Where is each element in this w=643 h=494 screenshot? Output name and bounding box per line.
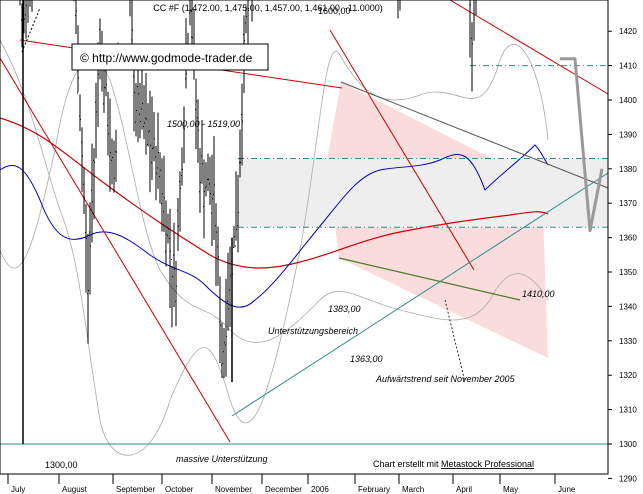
- y-tick-label: 1360: [619, 234, 637, 243]
- label-1410: 1410,00: [522, 289, 555, 299]
- y-tick-label: 1350: [619, 268, 637, 277]
- lower-channel-line: [338, 257, 521, 301]
- x-tick-label: December: [265, 485, 302, 494]
- x-tick-label: 2006: [311, 485, 329, 494]
- label-peak: 1600,00: [318, 6, 351, 16]
- y-tick-label: 1400: [619, 96, 637, 105]
- x-tick-label: July: [11, 485, 25, 494]
- credit-link: Metastock Professional: [441, 459, 534, 469]
- label-massive-support: massive Unterstützung: [176, 454, 268, 464]
- x-tick-label: November: [215, 485, 252, 494]
- x-tick-label: October: [165, 485, 194, 494]
- label-1300: 1300,00: [45, 460, 78, 470]
- chart-header: CC #F (1,472.00, 1,475.00, 1,457.00, 1,4…: [153, 3, 383, 13]
- y-tick-label: 1300: [619, 440, 637, 449]
- plot-frame: [0, 0, 609, 475]
- x-tick-label: August: [62, 485, 88, 494]
- chart-fills: [238, 82, 608, 358]
- watermark-box: [71, 43, 269, 71]
- x-tick-label: February: [358, 485, 390, 494]
- downtrend-line-2005: [0, 57, 231, 443]
- y-tick-label: 1430: [619, 0, 637, 2]
- x-tick-label: March: [402, 485, 424, 494]
- x-tick-label: September: [116, 485, 155, 494]
- y-tick-label: 1410: [619, 62, 637, 71]
- ma-blue: [0, 144, 549, 308]
- upper-channel-line: [340, 81, 609, 189]
- y-tick-label: 1320: [619, 371, 637, 380]
- credit: Chart erstellt mit Metastock Professiona…: [373, 459, 534, 469]
- label-1383: 1383,00: [328, 304, 361, 314]
- label-support-zone: Unterstützungsbereich: [268, 326, 358, 336]
- label-uptrend: Aufwärtstrend seit November 2005: [375, 374, 516, 384]
- credit-prefix: Chart erstellt mit: [373, 459, 441, 469]
- label-resistance-zone: 1500,00 - 1519,00: [167, 119, 240, 129]
- chart-overlay-lines: [0, 0, 609, 456]
- label-1363: 1363,00: [350, 354, 383, 364]
- scenario-arrows: [560, 57, 604, 233]
- x-axis: July August September October November Decemb…: [7, 474, 576, 494]
- x-tick-label: June: [558, 485, 576, 494]
- lower-band: [0, 60, 549, 343]
- y-tick-label: 1340: [619, 302, 637, 311]
- top-resistance-line: [449, 0, 609, 95]
- uptrend-line: [231, 172, 609, 417]
- y-tick-label: 1290: [619, 474, 637, 483]
- y-tick-label: 1310: [619, 406, 637, 415]
- upper-band: [0, 39, 549, 456]
- y-tick-label: 1380: [619, 165, 637, 174]
- y-tick-label: 1390: [619, 130, 637, 139]
- support-zone-fill: [238, 158, 608, 228]
- watermark: © http://www.godmode-trader.de: [80, 51, 253, 65]
- channel-diagonal-line: [329, 29, 475, 271]
- y-axis: 1290 1300 1310 1320 1330 1340 1350 1360 1370 1380…: [608, 0, 637, 483]
- x-tick-label: May: [503, 485, 518, 494]
- bear-scenario: [560, 57, 604, 233]
- y-tick-label: 1420: [619, 27, 637, 36]
- y-tick-label: 1330: [619, 337, 637, 346]
- x-tick-label: April: [456, 485, 472, 494]
- y-tick-label: 1370: [619, 199, 637, 208]
- ma-red: [0, 117, 549, 269]
